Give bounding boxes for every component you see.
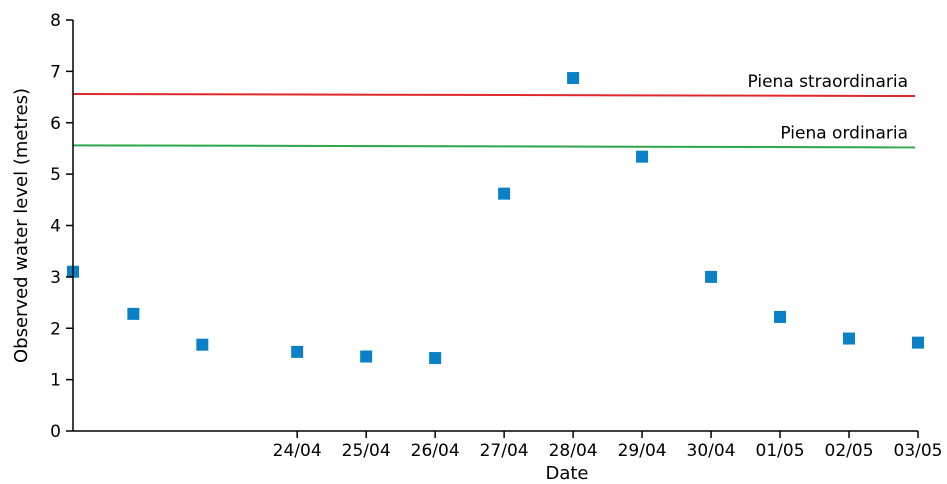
y-tick-label: 4 bbox=[50, 217, 61, 237]
data-point bbox=[774, 310, 787, 323]
data-point bbox=[291, 345, 304, 358]
reference-line bbox=[72, 144, 916, 149]
reference-lines: Piena straordinaria Piena ordinaria bbox=[72, 72, 916, 149]
x-axis-title: Date bbox=[545, 463, 588, 484]
x-tick-label: 27/04 bbox=[480, 441, 529, 461]
y-tick-label: 6 bbox=[50, 114, 61, 134]
x-tick-label: 26/04 bbox=[411, 441, 460, 461]
reference-line-label: Piena ordinaria bbox=[780, 123, 908, 143]
y-axis-ticks: 0 1 2 3 4 5 6 7 8 bbox=[50, 11, 73, 442]
data-point bbox=[705, 270, 718, 283]
x-tick-label: 30/04 bbox=[687, 441, 736, 461]
y-tick-label: 0 bbox=[50, 422, 61, 442]
y-axis-title: Observed water level (metres) bbox=[11, 88, 32, 363]
y-tick-label: 1 bbox=[50, 371, 61, 391]
data-point bbox=[498, 187, 511, 200]
x-tick-label: 24/04 bbox=[273, 441, 322, 461]
data-points bbox=[67, 72, 924, 365]
x-tick-label: 28/04 bbox=[549, 441, 598, 461]
x-tick-label: 01/05 bbox=[756, 441, 805, 461]
x-tick-label: 25/04 bbox=[342, 441, 391, 461]
data-point bbox=[912, 336, 924, 349]
x-tick-label: 29/04 bbox=[618, 441, 667, 461]
reference-line bbox=[72, 92, 916, 98]
y-tick-label: 7 bbox=[50, 62, 61, 82]
x-axis-ticks: 24/04 25/04 26/04 27/04 28/04 29/04 30/04 01/05… bbox=[273, 431, 943, 461]
x-tick-label: 02/05 bbox=[825, 441, 874, 461]
data-point bbox=[196, 338, 209, 351]
x-tick-label: 03/05 bbox=[894, 441, 943, 461]
reference-line-label: Piena straordinaria bbox=[747, 72, 908, 92]
data-point bbox=[360, 350, 373, 363]
data-point bbox=[843, 332, 856, 345]
data-point bbox=[127, 307, 140, 320]
data-point bbox=[636, 150, 649, 163]
y-tick-label: 2 bbox=[50, 319, 61, 339]
data-point bbox=[567, 72, 580, 85]
data-point bbox=[429, 352, 442, 365]
y-tick-label: 3 bbox=[50, 268, 61, 288]
y-tick-label: 5 bbox=[50, 165, 61, 185]
y-tick-label: 8 bbox=[50, 11, 61, 31]
